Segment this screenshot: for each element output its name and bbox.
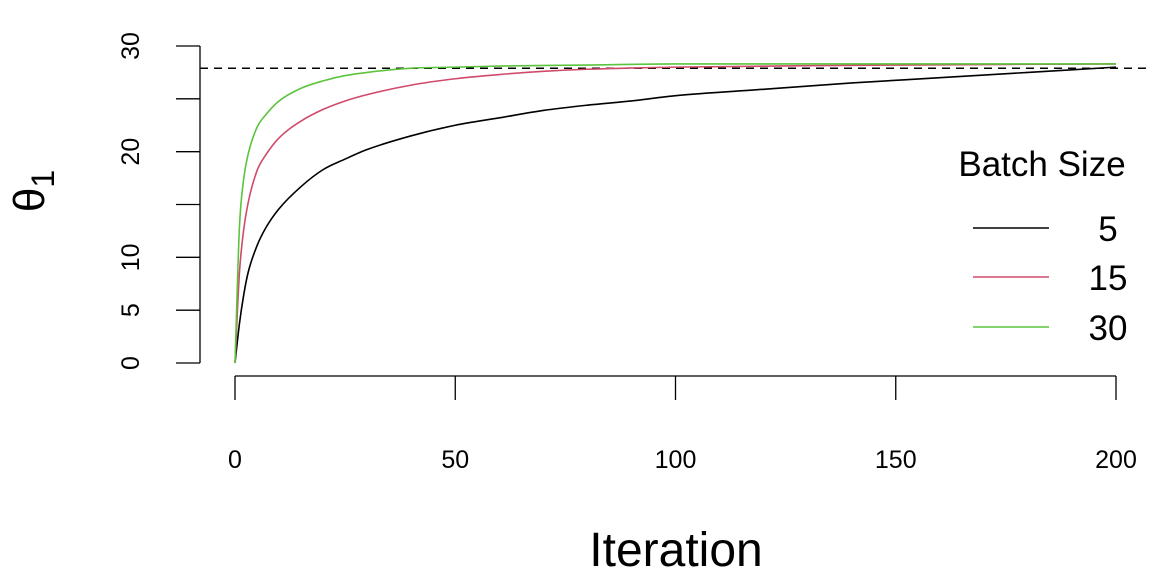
y-tick-label: 5 xyxy=(117,303,145,317)
x-tick-label: 150 xyxy=(875,446,917,474)
legend: Batch Size 5 15 30 xyxy=(958,145,1127,348)
x-tick-label: 100 xyxy=(655,446,697,474)
x-tick-label: 200 xyxy=(1095,446,1137,474)
y-tick-label-text: 20 xyxy=(117,138,145,166)
legend-label-30: 30 xyxy=(1089,309,1128,348)
series-line-30 xyxy=(234,63,1116,364)
y-tick-label-text: 5 xyxy=(117,303,145,317)
y-tick-label: 0 xyxy=(117,356,145,370)
y-axis-label-symbol: θ xyxy=(5,188,54,212)
y-tick-label-text: 10 xyxy=(117,243,145,271)
legend-label-15: 15 xyxy=(1089,259,1128,298)
series-line-15 xyxy=(234,63,1117,364)
legend-label-5: 5 xyxy=(1098,210,1117,249)
svg-text:θ1: θ1 xyxy=(5,170,61,212)
axes: 0 5 10 20 30 0 50 100 150 200 xyxy=(117,32,1137,474)
x-tick-label: 0 xyxy=(228,446,242,474)
y-axis-label: θ1 xyxy=(5,170,61,212)
y-tick-label-text: 0 xyxy=(117,356,145,370)
legend-title: Batch Size xyxy=(958,145,1125,184)
y-tick-label-text: 30 xyxy=(117,32,145,60)
series-line-5 xyxy=(234,66,1117,364)
x-axis-label: Iteration xyxy=(589,524,762,576)
plot-area xyxy=(200,63,1152,364)
y-tick-label: 10 xyxy=(117,243,145,271)
y-axis-label-subscript: 1 xyxy=(25,170,61,188)
y-tick-label: 20 xyxy=(117,138,145,166)
x-tick-label: 50 xyxy=(441,446,469,474)
y-tick-label: 30 xyxy=(117,32,145,60)
